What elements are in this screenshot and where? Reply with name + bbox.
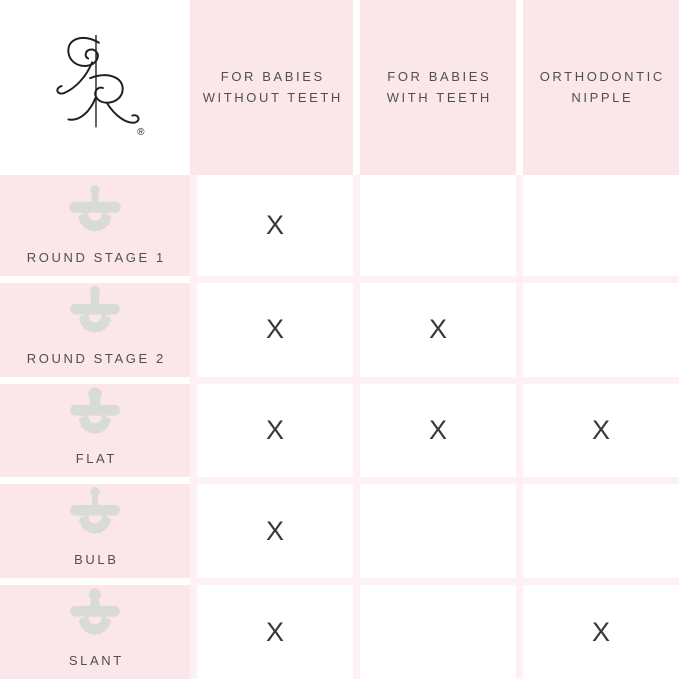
row-label-round-stage-1: ROUND STAGE 1 bbox=[0, 175, 190, 276]
cell-round-stage-1-without-teeth: X bbox=[190, 175, 353, 276]
rr-script-monogram-icon: ® bbox=[56, 34, 145, 138]
cell-slant-without-teeth: X bbox=[190, 578, 353, 679]
cell-flat-without-teeth: X bbox=[190, 376, 353, 478]
row-label-text: SLANT bbox=[68, 653, 124, 668]
cell-round-stage-2-without-teeth: X bbox=[190, 275, 353, 377]
cell-slant-orthodontic: X bbox=[516, 578, 679, 679]
row-label-bulb: BULB bbox=[0, 477, 190, 579]
cell-flat-with-teeth: X bbox=[353, 376, 516, 478]
pacifier-round-stage-2-icon bbox=[70, 285, 120, 333]
pacifier-bulb-icon bbox=[70, 487, 120, 535]
header-line: FOR BABIES bbox=[387, 68, 492, 84]
cell-round-stage-2-with-teeth: X bbox=[353, 275, 516, 377]
row-label-round-stage-2: ROUND STAGE 2 bbox=[0, 275, 190, 377]
cell-round-stage-1-with-teeth bbox=[353, 175, 516, 276]
header-line: ORTHODONTIC bbox=[539, 68, 665, 84]
registered-trademark-symbol: ® bbox=[137, 127, 145, 138]
pacifier-round-stage-1-icon bbox=[69, 184, 121, 232]
column-header-without-teeth: FOR BABIES WITHOUT TEETH bbox=[190, 0, 353, 175]
column-header-orthodontic-nipple: ORTHODONTIC NIPPLE bbox=[516, 0, 679, 175]
row-label-slant: SLANT bbox=[0, 578, 190, 679]
cell-slant-with-teeth bbox=[353, 578, 516, 679]
header-line: WITH TEETH bbox=[386, 89, 492, 105]
pacifier-slant-icon bbox=[70, 588, 120, 636]
cell-bulb-with-teeth bbox=[353, 477, 516, 579]
row-label-text: ROUND STAGE 2 bbox=[26, 350, 166, 366]
pacifier-flat-icon bbox=[70, 386, 120, 434]
cell-flat-orthodontic: X bbox=[516, 376, 679, 478]
cell-bulb-orthodontic bbox=[516, 477, 679, 579]
header-line: FOR BABIES bbox=[220, 68, 325, 84]
row-label-text: BULB bbox=[74, 552, 119, 568]
cell-bulb-without-teeth: X bbox=[190, 477, 353, 579]
brand-logo-cell: ® bbox=[0, 0, 190, 175]
header-line: WITHOUT TEETH bbox=[202, 89, 343, 105]
row-label-text: ROUND STAGE 1 bbox=[26, 249, 166, 265]
row-label-text: FLAT bbox=[75, 451, 117, 467]
cell-round-stage-1-orthodontic bbox=[516, 175, 679, 276]
header-line: NIPPLE bbox=[571, 89, 634, 105]
cell-round-stage-2-orthodontic bbox=[516, 275, 679, 377]
column-header-with-teeth: FOR BABIES WITH TEETH bbox=[353, 0, 516, 175]
row-label-flat: FLAT bbox=[0, 376, 190, 478]
